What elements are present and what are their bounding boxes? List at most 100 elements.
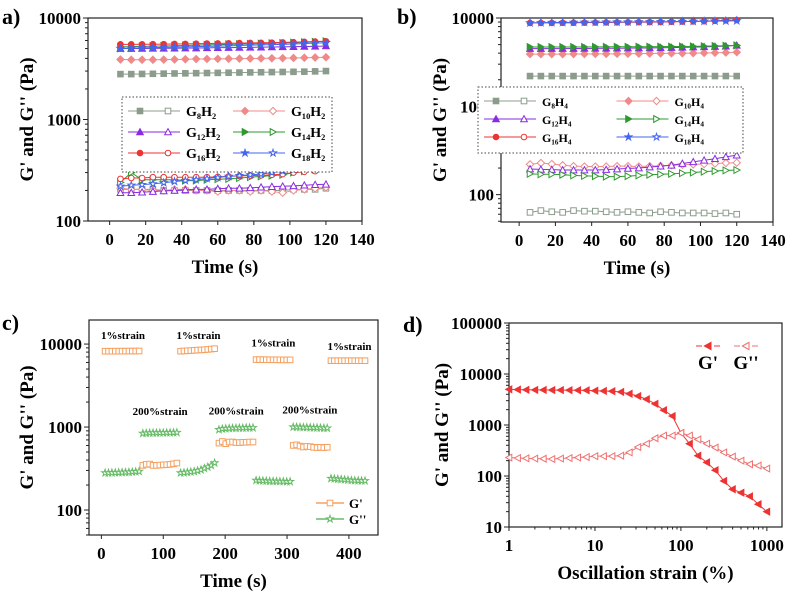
star-marker xyxy=(137,42,148,53)
star-marker xyxy=(158,42,169,52)
diamond-marker xyxy=(213,54,223,64)
star-marker xyxy=(325,513,335,524)
series-loss xyxy=(526,207,741,218)
triangle-left-marker xyxy=(650,399,659,409)
triangle-right-marker xyxy=(602,172,611,181)
diamond-marker xyxy=(623,49,633,59)
series-storage xyxy=(526,72,741,80)
diamond-marker xyxy=(240,106,250,116)
panel-c: c) 0 100 200 300 400 100 1000 10000 Time (s) G' an… xyxy=(2,310,379,592)
square-marker xyxy=(689,72,697,80)
triangle-left-marker xyxy=(728,452,736,461)
series-loss xyxy=(116,179,331,197)
triangle-left-marker xyxy=(710,443,719,452)
square-marker xyxy=(361,357,369,365)
triangle-marker xyxy=(246,183,255,192)
triangle-marker xyxy=(645,162,654,171)
triangle-marker xyxy=(289,181,298,190)
triangle-left-marker xyxy=(753,461,762,470)
triangle-left-marker xyxy=(581,452,590,462)
triangle-marker xyxy=(159,186,168,195)
star-marker xyxy=(212,40,223,51)
x-tick-label: 140 xyxy=(349,230,375,249)
diamond-marker xyxy=(721,158,731,168)
triangle-marker xyxy=(699,155,709,164)
triangle-right-marker xyxy=(591,171,600,181)
triangle-right-marker xyxy=(679,42,687,51)
star-marker xyxy=(169,176,180,186)
star-marker xyxy=(633,16,644,27)
strain-annotation: 200%strain xyxy=(133,406,188,418)
square-marker xyxy=(211,345,218,352)
y-axis-title: G' and G'' (Pa) xyxy=(17,365,38,489)
star-marker xyxy=(245,39,256,50)
triangle-left-marker xyxy=(513,385,521,394)
triangle-left-marker xyxy=(710,465,719,475)
triangle-right-marker xyxy=(526,169,535,179)
legend-item: G₁₈H₄ xyxy=(616,131,705,145)
square-marker xyxy=(136,107,144,115)
diamond-marker xyxy=(235,54,244,63)
triangle-left-marker xyxy=(659,431,668,440)
square-marker xyxy=(591,207,599,215)
star-marker xyxy=(240,147,250,158)
circle-marker xyxy=(127,174,135,182)
legend: G'G'' xyxy=(316,496,366,527)
triangle-right-marker xyxy=(570,42,578,52)
star-marker xyxy=(245,169,256,180)
legend-label: G₁₈H₄ xyxy=(675,131,705,145)
star-marker xyxy=(299,38,310,48)
x-axis-title: Oscillation strain (%) xyxy=(557,563,733,584)
star-marker xyxy=(171,427,182,437)
diamond-marker xyxy=(645,49,655,58)
triangle-right-marker xyxy=(570,171,578,180)
triangle-right-marker xyxy=(602,42,611,52)
triangle-left-marker xyxy=(599,386,607,396)
diamond-marker xyxy=(558,49,568,59)
x-tick-label: 40 xyxy=(583,231,600,250)
triangle-right-marker xyxy=(624,42,633,51)
star-marker xyxy=(147,42,158,52)
diamond-marker xyxy=(590,49,600,59)
x-tick-label: 80 xyxy=(245,230,262,249)
triangle-marker xyxy=(591,165,600,174)
y-tick-label: 100 xyxy=(477,467,503,486)
triangle-marker xyxy=(569,165,578,174)
diamond-marker xyxy=(202,54,212,64)
triangle-left-marker xyxy=(573,453,582,462)
square-marker xyxy=(149,70,157,78)
triangle-left-marker xyxy=(530,454,539,463)
triangle-right-marker xyxy=(635,42,644,51)
circle-marker xyxy=(136,149,144,157)
square-marker xyxy=(135,347,143,355)
square-marker xyxy=(214,69,222,77)
panel-label: b) xyxy=(397,4,417,29)
diamond-marker xyxy=(652,96,661,106)
square-marker xyxy=(526,209,534,216)
square-marker xyxy=(268,68,276,76)
square-marker xyxy=(322,67,330,75)
triangle-left-marker xyxy=(607,451,616,461)
triangle-right-marker xyxy=(537,42,546,52)
series-storage xyxy=(117,67,330,78)
star-marker xyxy=(601,16,612,27)
y-tick-label: 10000 xyxy=(40,335,83,354)
star-marker xyxy=(666,16,677,26)
diamond-marker xyxy=(321,52,331,62)
triangle-marker xyxy=(667,160,676,169)
triangle-left-marker xyxy=(624,448,633,457)
square-marker xyxy=(279,68,286,76)
triangle-right-marker xyxy=(613,172,622,181)
legend-label: G₁₀H₄ xyxy=(675,95,705,109)
legend-label: G₈H₄ xyxy=(542,95,568,109)
y-axis-title: G' and G'' (Pa) xyxy=(17,57,38,181)
triangle-left-marker xyxy=(719,448,728,457)
triangle-left-marker xyxy=(538,454,547,463)
square-marker xyxy=(326,499,334,507)
star-marker xyxy=(234,170,245,180)
star-marker xyxy=(310,37,321,48)
star-marker xyxy=(568,17,579,27)
legend-item: G₁₂H₄ xyxy=(484,113,572,127)
legend-label: G'' xyxy=(349,512,366,527)
